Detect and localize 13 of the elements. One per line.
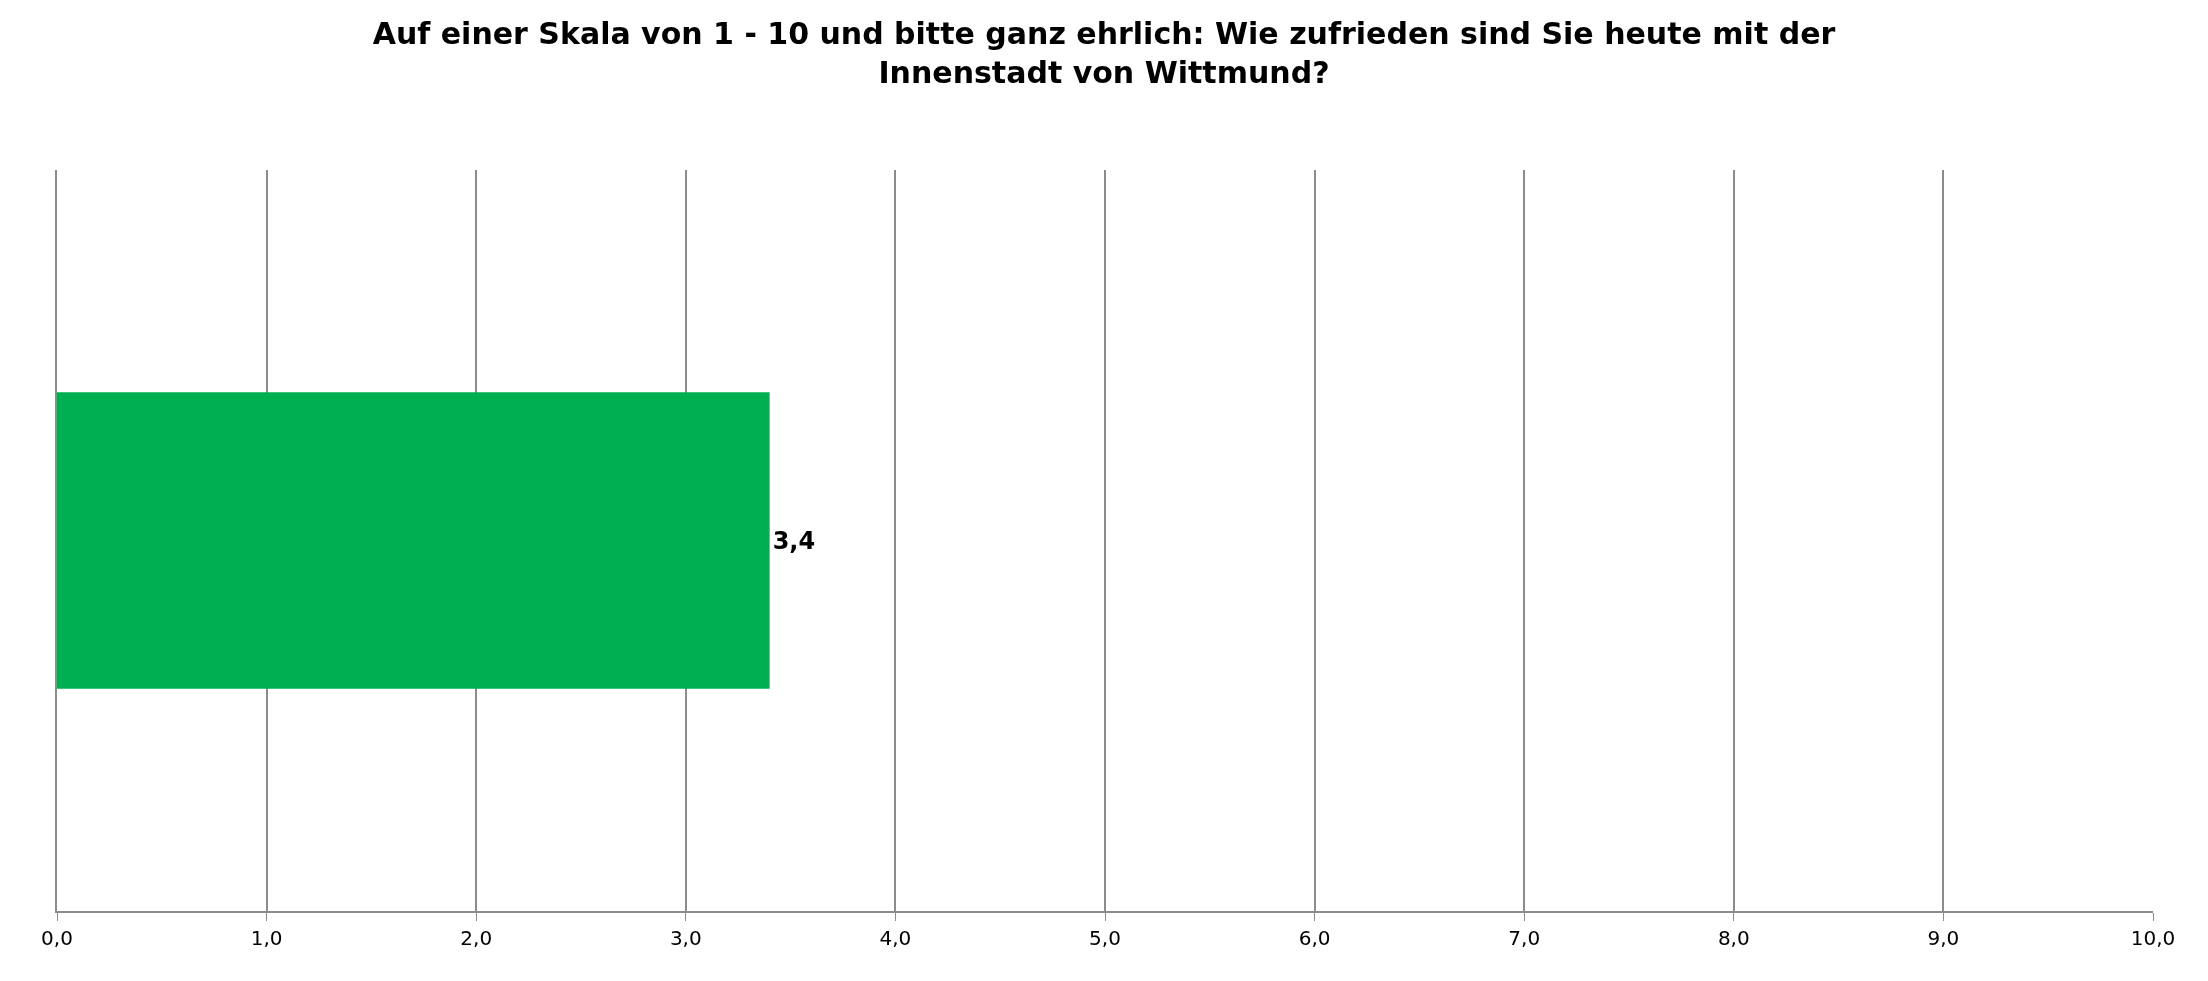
x-tick-label: 3,0 <box>669 925 702 950</box>
x-tick-label: 0,0 <box>41 925 73 950</box>
x-tick-label: 5,0 <box>1089 925 1121 950</box>
x-tick-label: 7,0 <box>1508 925 1541 950</box>
x-tick-label: 8,0 <box>1717 925 1750 950</box>
x-tick-label: 2,0 <box>460 925 493 950</box>
x-tick-label: 10,0 <box>2130 925 2176 950</box>
data-label: 3,4 <box>772 526 816 555</box>
x-tick-label: 1,0 <box>250 925 283 950</box>
x-tick-label: 9,0 <box>1927 925 1960 950</box>
x-tick-label: 4,0 <box>879 925 912 950</box>
x-tick-label: 6,0 <box>1298 925 1331 950</box>
chart-title: Auf einer Skala von 1 - 10 und bitte ganz ehrlich: Wie zufrieden sind Sie heute mit der Innenstadt von Wittmund? <box>372 16 1836 91</box>
